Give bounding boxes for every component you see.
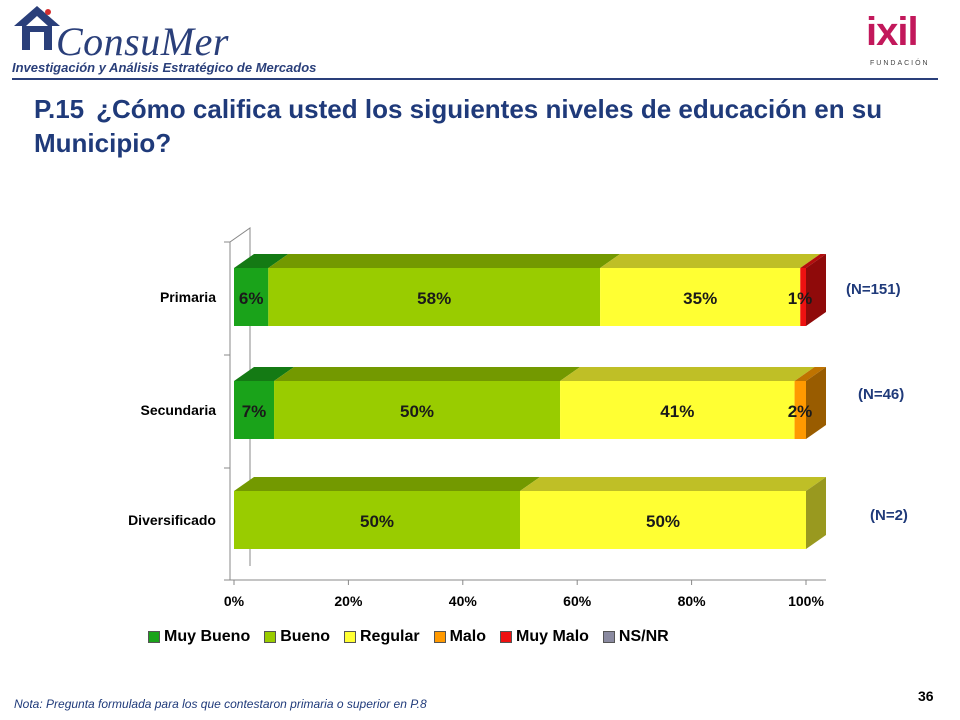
page-title: P.15 ¿Cómo califica usted los siguientes … [34,92,914,160]
ixil-logo-sub: FUNDACIÓN [870,60,930,67]
data-label-1-3: 2% [788,402,813,421]
category-label-0: Primaria [160,289,216,305]
data-label-2-2: 50% [646,512,680,531]
legend-label-0: Muy Bueno [164,628,251,645]
question-text: ¿Cómo califica usted los siguientes nive… [34,94,883,158]
bar-side-2-2 [806,477,826,549]
category-label-2: Diversificado [128,512,216,528]
data-label-0-0: 6% [239,289,264,308]
x-tick-label-4: 80% [678,593,707,609]
bar-top-0-1 [268,254,621,268]
bar-1-2 [560,381,795,439]
bar-side-1-3 [806,367,826,439]
legend-item-0: Muy Bueno [148,628,250,646]
legend-item-1: Bueno [264,628,330,646]
footnote: Nota: Pregunta formulada para los que co… [14,697,427,711]
consumer-logo-text: ConsuMer [56,19,229,64]
consumer-emblem-icon [14,6,60,50]
consumer-logo: ConsuMer Investigación y Análisis Estrat… [8,4,316,78]
legend-label-4: Muy Malo [516,628,589,645]
data-label-2-1: 50% [360,512,394,531]
legend-label-2: Regular [360,628,420,645]
bar-1-1 [274,381,561,439]
consumer-logo-tagline: Investigación y Análisis Estratégico de … [12,60,317,75]
question-number: P.15 [34,94,85,124]
legend-swatch-0 [148,631,160,643]
legend-item-3: Malo [433,628,487,646]
legend-item-4: Muy Malo [500,628,589,646]
legend-label-1: Bueno [280,628,330,645]
data-label-1-0: 7% [242,402,267,421]
data-label-0-2: 35% [683,289,717,308]
bar-1-0 [234,381,275,439]
data-label-0-1: 58% [417,289,451,308]
n-label-primaria: (N=151) [846,281,901,298]
category-label-1: Secundaria [141,402,217,418]
legend-swatch-2 [344,631,356,643]
x-tick-label-1: 20% [334,593,363,609]
legend-swatch-5 [602,631,615,643]
x-tick-label-5: 100% [788,593,824,609]
legend-item-5: NS/NR [602,628,669,646]
bar-top-1-1 [274,367,581,381]
bar-top-2-1 [234,477,540,491]
bar-0-2 [600,268,801,326]
page-number: 36 [918,688,934,704]
bar-top-0-2 [600,254,821,268]
legend-swatch-4 [500,631,513,643]
data-label-0-4: 1% [788,289,813,308]
bar-top-0-0 [234,254,289,268]
bar-2-1 [234,491,520,549]
legend-label-5: NS/NR [618,628,669,645]
legend-item-2: Regular [344,628,420,646]
bar-2-2 [520,491,806,549]
header-divider [12,78,938,80]
ixil-logo: ixil FUNDACIÓN [862,8,938,72]
ixil-logo-text: ixil [866,10,919,54]
bar-1-3 [794,381,806,439]
x-tick-label-2: 40% [449,593,478,609]
bar-0-1 [268,268,601,326]
bar-top-1-2 [560,367,815,381]
data-label-1-2: 41% [660,402,694,421]
legend-swatch-3 [433,631,446,643]
bar-0-4 [800,268,806,326]
bar-side-0-4 [806,254,826,326]
legend-label-3: Malo [449,628,487,645]
x-tick-label-0: 0% [224,593,245,609]
bar-top-1-0 [234,367,295,381]
legend-swatch-1 [264,631,277,643]
data-label-1-1: 50% [400,402,434,421]
n-label-diversificado: (N=2) [870,507,908,524]
bar-top-0-4 [800,254,826,268]
bar-top-1-3 [794,367,826,381]
bar-0-0 [234,268,269,326]
chart-legend: Muy Bueno Bueno Regular Malo Muy Malo NS/NR [148,628,669,646]
n-label-secundaria: (N=46) [858,386,905,403]
bar-top-2-2 [520,477,826,491]
x-tick-label-3: 60% [563,593,592,609]
